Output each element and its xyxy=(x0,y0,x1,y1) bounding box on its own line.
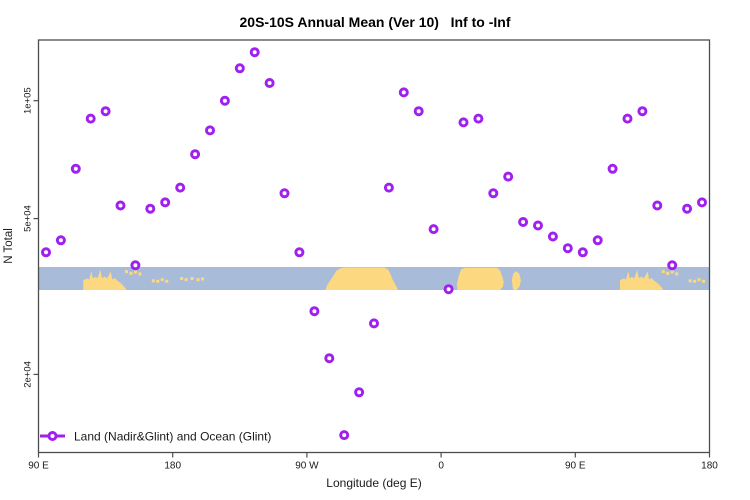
data-point xyxy=(577,247,588,258)
data-point xyxy=(428,224,439,235)
island-dot xyxy=(180,277,184,280)
data-point xyxy=(592,235,603,246)
data-point xyxy=(413,106,424,117)
island-dot xyxy=(160,278,164,282)
island-dot xyxy=(165,279,169,283)
data-point xyxy=(369,318,379,329)
plot-border xyxy=(37,39,711,454)
y-tick-label: 1e+05 xyxy=(23,87,34,114)
y-tick-label: 5e+04 xyxy=(23,205,34,232)
data-point xyxy=(175,182,186,193)
island-dot xyxy=(201,277,205,281)
data-point xyxy=(249,47,260,58)
x-tick-label: 90 E xyxy=(565,461,586,472)
legend-marker-circle xyxy=(47,431,58,441)
data-point xyxy=(473,113,484,124)
data-point xyxy=(145,203,156,214)
data-point xyxy=(682,203,693,214)
data-point xyxy=(55,235,66,246)
data-point xyxy=(667,260,678,271)
data-point xyxy=(41,247,51,258)
data-point xyxy=(309,306,320,317)
land-patch-africa xyxy=(456,267,504,290)
data-point xyxy=(518,217,529,227)
data-point xyxy=(70,163,81,174)
island-dot xyxy=(661,270,665,274)
x-tick-label: 180 xyxy=(701,461,718,472)
land-patch-australia-new-guinea xyxy=(83,269,126,290)
data-point xyxy=(115,200,126,211)
data-point xyxy=(130,260,141,271)
data-point xyxy=(562,243,573,254)
axis-ticks: 90 E 180 90 W 0 90 E 180 1e+05 5e+04 2e+04 xyxy=(23,87,719,471)
data-point xyxy=(622,113,633,124)
map-band-land xyxy=(83,267,706,290)
island-dot xyxy=(693,279,697,283)
data-point xyxy=(533,220,543,231)
data-point xyxy=(607,163,618,174)
chart-title: 20S-10S Annual Mean (Ver 10) Inf to -Inf xyxy=(239,14,511,30)
land-patch-madagascar xyxy=(511,271,521,290)
x-tick-label: 0 xyxy=(438,461,444,472)
data-point xyxy=(503,171,514,182)
data-point xyxy=(443,284,454,295)
island-dot xyxy=(190,277,194,280)
x-tick-label: 90 W xyxy=(295,461,319,472)
data-point xyxy=(190,149,201,160)
island-dot xyxy=(133,270,137,274)
land-patch-australia-new-guinea xyxy=(620,269,663,290)
data-point xyxy=(100,106,111,117)
x-tick-label: 180 xyxy=(164,461,181,472)
data-points xyxy=(41,47,707,441)
data-point xyxy=(279,188,290,199)
island-dot xyxy=(184,278,188,282)
island-dot xyxy=(675,272,679,276)
data-point xyxy=(160,197,171,208)
y-axis-label: N Total xyxy=(3,228,15,264)
land-patch-south-america xyxy=(325,267,398,290)
data-point xyxy=(398,87,409,98)
data-point xyxy=(219,95,230,106)
island-dot xyxy=(697,278,701,282)
island-dot xyxy=(702,279,706,283)
island-dot xyxy=(151,279,155,283)
data-point xyxy=(234,63,245,74)
data-point xyxy=(697,197,707,208)
data-point xyxy=(294,247,305,258)
x-axis-label: Longitude (deg E) xyxy=(326,476,421,490)
island-dot xyxy=(138,272,142,276)
island-dot xyxy=(156,279,160,283)
data-point xyxy=(85,113,96,124)
island-dot xyxy=(124,270,128,274)
data-point xyxy=(339,430,350,441)
y-tick-label: 2e+04 xyxy=(23,361,34,388)
data-point xyxy=(205,125,215,136)
island-dot xyxy=(196,278,200,282)
data-point xyxy=(383,182,394,193)
island-dot xyxy=(688,279,692,283)
island-dot xyxy=(129,271,133,275)
data-point xyxy=(637,106,648,117)
x-tick-label: 90 E xyxy=(28,461,49,472)
island-dot xyxy=(670,270,674,274)
data-point xyxy=(488,188,499,199)
data-point xyxy=(458,117,469,128)
island-dot xyxy=(666,271,670,275)
data-point xyxy=(547,231,558,242)
data-point xyxy=(324,353,335,364)
data-point xyxy=(264,78,275,88)
data-point xyxy=(652,200,663,211)
legend-label: Land (Nadir&Glint) and Ocean (Glint) xyxy=(74,430,271,444)
data-point xyxy=(354,387,365,398)
legend-marker xyxy=(40,431,65,441)
